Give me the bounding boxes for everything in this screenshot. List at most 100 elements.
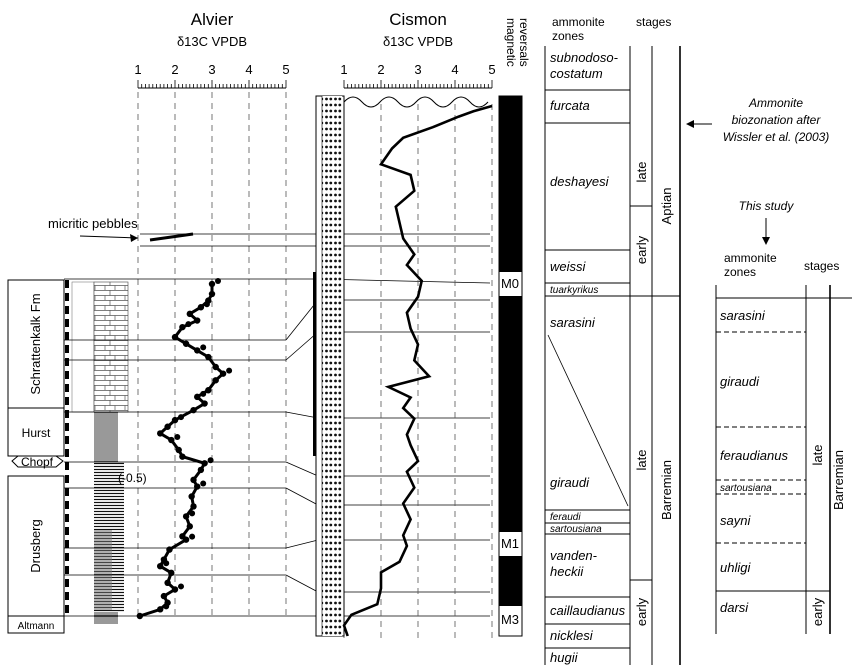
cismon-title: Cismon: [389, 10, 447, 29]
magnetic-m0: M0: [501, 276, 519, 291]
alvier-data-point: [200, 344, 207, 351]
alvier-data-point: [160, 592, 168, 600]
cismon-axis: 1 2 3 4 5: [340, 62, 496, 89]
alvier-data-point: [197, 466, 205, 474]
alvier-data-point: [179, 323, 186, 331]
alvier-data-point: [194, 483, 201, 490]
cismon-gridlines: [343, 104, 493, 640]
alvier-data-point: [215, 278, 221, 284]
alvier-data-point: [168, 569, 175, 577]
wissler-zone-feraudi: feraudi: [550, 512, 581, 523]
wissler-stage-barremian: Barremian: [659, 460, 674, 520]
this-study-zone-sarasini: sarasini: [720, 308, 766, 323]
cismon-axis-label: δ13C VPDB: [383, 34, 453, 49]
wissler-zone-caillaudianus: caillaudianus: [550, 603, 626, 618]
this-study-zone-feraudianus: feraudianus: [720, 448, 788, 463]
alvier-data-point: [178, 414, 184, 421]
micritic-pebbles-label: micritic pebbles: [48, 216, 138, 231]
alvier-data-point: [186, 310, 193, 318]
alvier-data-point: [171, 416, 179, 424]
alvier-data-point: [166, 546, 173, 553]
alvier-data-point: [205, 297, 212, 304]
wissler-zone-sarasini: sarasini: [550, 315, 596, 330]
alvier-tick-5: 5: [282, 62, 289, 77]
wissler-zone-giraudi: giraudi: [550, 475, 590, 490]
alvier-data-point: [157, 606, 164, 613]
alvier-data-point: [194, 393, 201, 401]
alvier-tick-2: 2: [171, 62, 178, 77]
wissler-note-3: Wissler et al. (2003): [723, 130, 830, 144]
alvier-data-point: [157, 563, 164, 570]
cismon-tick-5: 5: [488, 62, 495, 77]
micritic-pebbles-arrow: [79, 235, 139, 239]
lithology-log: [71, 281, 129, 624]
micritic-pebbles-segment: [149, 232, 194, 242]
alvier-data-point: [178, 583, 184, 590]
alvier-data-point: [185, 321, 192, 328]
arrowhead-icon: [130, 234, 138, 242]
wissler-zone-hugii: hugii: [550, 650, 579, 665]
this-study-zone-table: [715, 285, 852, 634]
formation-box-chopf: [11, 455, 64, 468]
formation-box-hurst: [7, 407, 65, 457]
magnetic-title-2: reversals: [517, 18, 531, 67]
alvier-gridlines: [137, 92, 287, 620]
cismon-minor-ticks: [343, 80, 493, 88]
wissler-header-zones-2: zones: [552, 29, 584, 43]
alvier-data-point: [226, 367, 233, 374]
alvier-data-point: [189, 510, 196, 517]
alvier-data-point: [208, 290, 216, 298]
alvier-axis-label: δ13C VPDB: [177, 34, 247, 49]
alvier-tick-3: 3: [208, 62, 215, 77]
alvier-data-point: [164, 423, 171, 430]
wissler-zone-subnodoso-2: costatum: [550, 66, 603, 81]
this-study-zone-darsi: darsi: [720, 600, 749, 615]
formation-drusberg: Drusberg: [28, 519, 43, 572]
alvier-data-point: [201, 460, 208, 467]
this-study-zone-sartousiana: sartousiana: [720, 483, 772, 494]
alvier-data-point: [197, 304, 205, 311]
alvier-data-point: [190, 476, 197, 484]
formation-box-schrattenkalk: [7, 279, 65, 409]
alvier-data-point: [171, 333, 179, 341]
alvier-data-point: [171, 586, 179, 593]
wissler-header-stages: stages: [636, 15, 671, 29]
alvier-data-point: [179, 533, 186, 540]
formation-schrattenkalk: Schrattenkalk Fm: [28, 293, 43, 394]
alvier-axis: 1 2 3 4 5: [134, 62, 290, 89]
alvier-tick-1: 1: [134, 62, 141, 77]
magnetic-m3: M3: [501, 612, 519, 627]
wissler-zone-tuarkyrikus: tuarkyrikus: [550, 285, 598, 296]
alvier-data-point: [190, 503, 197, 510]
alvier-data-point: [174, 434, 181, 441]
alvier-minor-ticks: [137, 80, 287, 88]
alvier-data-point: [186, 523, 193, 530]
this-study-header-zones-1: ammonite: [724, 251, 777, 265]
alvier-data-point: [168, 436, 175, 444]
alvier-data-point: [182, 340, 190, 347]
alvier-data-point: [205, 353, 212, 361]
formation-box-altmann: [7, 615, 65, 634]
unconformity-wave: [343, 96, 489, 108]
wissler-zone-furcata: furcata: [550, 98, 590, 113]
arrow-down-icon: [762, 237, 770, 245]
wissler-zone-nicklesi: nicklesi: [550, 628, 594, 643]
wissler-zone-table: [544, 46, 681, 665]
magnetic-title-1: magnetic: [504, 18, 518, 67]
this-study-note: This study: [739, 199, 795, 213]
alvier-data-point: [164, 579, 171, 586]
alvier-tick-4: 4: [245, 62, 252, 77]
cismon-tick-4: 4: [451, 62, 458, 77]
alvier-annotation: (-0.5): [118, 471, 147, 485]
this-study-zone-giraudi: giraudi: [720, 374, 760, 389]
alvier-data-point: [179, 453, 186, 460]
wissler-zone-weissi: weissi: [550, 259, 587, 274]
this-study-header-stages: stages: [804, 259, 839, 273]
wissler-substage-barremian-early: early: [634, 597, 649, 626]
formation-altmann: Altmann: [18, 621, 55, 632]
this-study-zone-uhligi: uhligi: [720, 560, 751, 575]
wissler-stage-aptian: Aptian: [659, 188, 674, 225]
alvier-data-point: [160, 556, 168, 563]
wissler-substage-aptian-early: early: [634, 235, 649, 264]
wissler-note-1: Ammonite: [748, 96, 803, 110]
